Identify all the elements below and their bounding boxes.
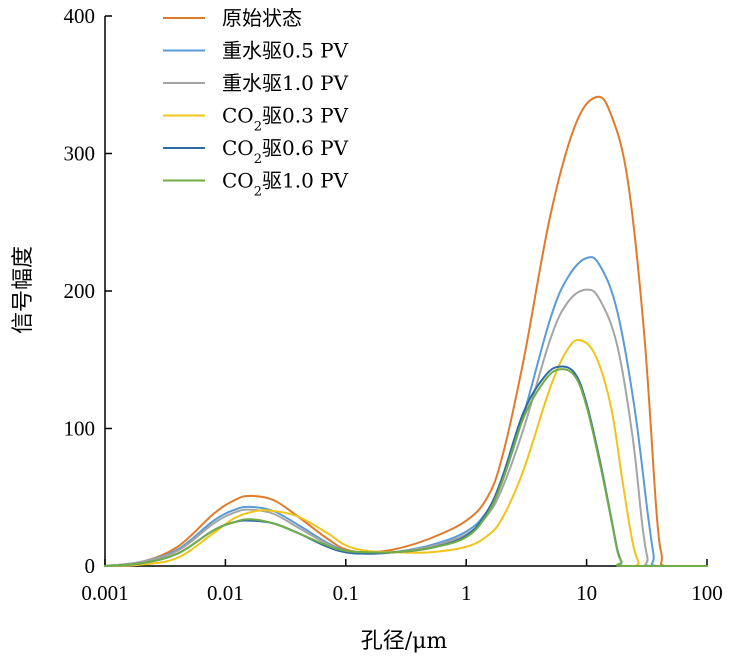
y-axis-title: 信号幅度 xyxy=(11,246,36,334)
legend-label-part: CO xyxy=(222,169,254,193)
series-line-2 xyxy=(104,256,708,568)
x-tick-label: 10 xyxy=(576,581,597,605)
y-tick-label: 200 xyxy=(64,279,96,303)
legend-label: CO2驱1.0 PV xyxy=(222,169,349,200)
legend-label: CO2驱0.6 PV xyxy=(222,136,349,167)
x-tick-label: 0.001 xyxy=(81,581,128,605)
legend-label-subscript: 2 xyxy=(254,152,262,167)
legend-label-part: 驱1.0 PV xyxy=(262,169,349,193)
legend-label-part: 原始状态 xyxy=(222,6,302,30)
x-tick-label: 0.01 xyxy=(207,581,244,605)
series-lines xyxy=(104,95,708,568)
series-line-3 xyxy=(104,288,708,568)
legend-label-subscript: 2 xyxy=(254,184,262,199)
x-tick-label: 100 xyxy=(691,581,723,605)
legend-label: 重水驱0.5 PV xyxy=(222,39,349,63)
legend-label-part: 驱0.6 PV xyxy=(262,136,349,160)
legend-label-part: CO xyxy=(222,136,254,160)
y-tick-label: 400 xyxy=(64,4,96,28)
series-line-1 xyxy=(104,95,708,568)
x-tick-label: 1 xyxy=(461,581,472,605)
legend-label: 重水驱1.0 PV xyxy=(222,71,349,95)
y-tick-label: 0 xyxy=(85,554,96,578)
axes: 0 100 200 300 400 0.001 0.01 0.1 1 10 100 xyxy=(64,4,723,605)
legend-label: CO2驱0.3 PV xyxy=(222,104,349,135)
series-line-4 xyxy=(104,338,708,568)
y-tick-label: 300 xyxy=(64,142,96,166)
legend-label-subscript: 2 xyxy=(254,119,262,134)
y-tick-label: 100 xyxy=(64,417,96,441)
legend-label-part: 重水驱1.0 PV xyxy=(222,71,349,95)
legend-label-part: 重水驱0.5 PV xyxy=(222,39,349,63)
x-tick-label: 0.1 xyxy=(333,581,359,605)
legend-label: 原始状态 xyxy=(222,6,302,30)
x-axis-title: 孔径/μm xyxy=(361,629,448,654)
legend-label-part: 驱0.3 PV xyxy=(262,104,349,128)
legend-label-part: CO xyxy=(222,104,254,128)
series-line-6 xyxy=(104,368,708,568)
